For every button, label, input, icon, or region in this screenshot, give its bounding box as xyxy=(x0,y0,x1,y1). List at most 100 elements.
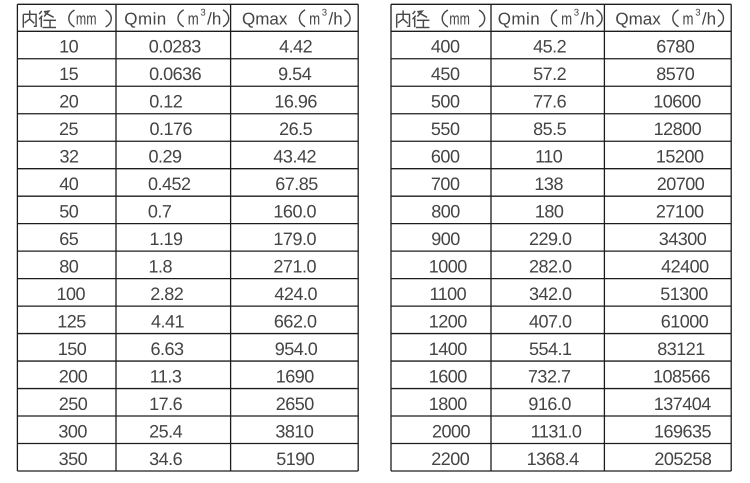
svg-text:15: 15 xyxy=(59,64,79,84)
svg-text:1690: 1690 xyxy=(276,366,315,386)
svg-text:1600: 1600 xyxy=(429,366,468,386)
svg-text:15200: 15200 xyxy=(656,147,704,167)
svg-text:160.0: 160.0 xyxy=(273,201,316,221)
svg-text:271.0: 271.0 xyxy=(273,256,316,276)
svg-text:27100: 27100 xyxy=(656,201,704,221)
svg-text:662.0: 662.0 xyxy=(274,311,317,331)
svg-text:11.3: 11.3 xyxy=(150,366,182,386)
svg-text:9.54: 9.54 xyxy=(278,64,312,84)
svg-text:200: 200 xyxy=(59,366,88,386)
svg-text:80: 80 xyxy=(59,256,79,276)
svg-text:5190: 5190 xyxy=(276,449,315,469)
svg-text:0.29: 0.29 xyxy=(148,147,182,167)
svg-text:500: 500 xyxy=(431,92,460,112)
svg-text:600: 600 xyxy=(431,147,460,167)
svg-text:61000: 61000 xyxy=(661,311,709,331)
svg-text:mm: mm xyxy=(449,10,470,29)
svg-text:916.0: 916.0 xyxy=(528,394,571,414)
svg-text:8570: 8570 xyxy=(656,64,695,84)
svg-text:180: 180 xyxy=(535,201,564,221)
svg-text:3: 3 xyxy=(695,8,700,19)
svg-text:12800: 12800 xyxy=(654,119,702,139)
svg-text:Qmin: Qmin xyxy=(498,10,540,29)
svg-text:17.6: 17.6 xyxy=(149,394,183,414)
svg-text:25: 25 xyxy=(59,119,79,139)
svg-text:40: 40 xyxy=(59,174,79,194)
svg-text:43.42: 43.42 xyxy=(273,147,316,167)
svg-text:3: 3 xyxy=(322,8,327,19)
svg-text:0.12: 0.12 xyxy=(149,92,183,112)
svg-text:205258: 205258 xyxy=(654,449,712,469)
svg-text:1400: 1400 xyxy=(429,339,468,359)
svg-text:954.0: 954.0 xyxy=(275,339,318,359)
svg-text:m: m xyxy=(683,10,694,29)
svg-text:110: 110 xyxy=(535,147,563,167)
svg-text:3: 3 xyxy=(574,8,579,19)
svg-text:550: 550 xyxy=(431,119,460,139)
svg-text:125: 125 xyxy=(57,311,86,331)
svg-text:m: m xyxy=(561,10,572,29)
svg-text:407.0: 407.0 xyxy=(529,311,572,331)
svg-text:169635: 169635 xyxy=(654,421,712,441)
svg-text:2000: 2000 xyxy=(432,421,471,441)
svg-text:424.0: 424.0 xyxy=(274,284,317,304)
svg-text:1100: 1100 xyxy=(429,284,466,304)
svg-text:50: 50 xyxy=(59,201,79,221)
svg-text:Qmin: Qmin xyxy=(124,10,166,29)
svg-text:57.2: 57.2 xyxy=(533,64,567,84)
svg-text:450: 450 xyxy=(431,64,460,84)
svg-text:282.0: 282.0 xyxy=(529,256,572,276)
svg-text:138: 138 xyxy=(534,174,563,194)
svg-text:1200: 1200 xyxy=(429,311,468,331)
svg-text:1368.4: 1368.4 xyxy=(527,449,580,469)
svg-text:34300: 34300 xyxy=(659,229,707,249)
svg-text:137404: 137404 xyxy=(654,394,712,414)
svg-text:2200: 2200 xyxy=(431,449,470,469)
svg-text:229.0: 229.0 xyxy=(529,229,572,249)
svg-text:16.96: 16.96 xyxy=(274,92,317,112)
svg-text:800: 800 xyxy=(431,201,460,221)
svg-text:342.0: 342.0 xyxy=(529,284,572,304)
svg-text:108566: 108566 xyxy=(653,366,711,386)
svg-text:51300: 51300 xyxy=(660,284,708,304)
svg-text:350: 350 xyxy=(59,449,88,469)
svg-text:250: 250 xyxy=(59,394,88,414)
svg-text:25.4: 25.4 xyxy=(149,421,183,441)
svg-text:/h: /h xyxy=(702,10,716,29)
svg-text:3810: 3810 xyxy=(275,421,314,441)
svg-text:1.19: 1.19 xyxy=(149,229,183,249)
svg-text:1131.0: 1131.0 xyxy=(531,421,582,441)
svg-text:2.82: 2.82 xyxy=(150,284,184,304)
svg-text:mm: mm xyxy=(76,10,97,29)
svg-text:0.7: 0.7 xyxy=(148,201,172,221)
svg-text:26.5: 26.5 xyxy=(279,119,313,139)
svg-text:/h: /h xyxy=(329,10,343,29)
svg-text:100: 100 xyxy=(57,284,86,304)
svg-text:1000: 1000 xyxy=(429,256,468,276)
svg-text:1800: 1800 xyxy=(429,394,468,414)
svg-text:83121: 83121 xyxy=(657,339,705,359)
svg-text:42400: 42400 xyxy=(661,256,709,276)
svg-text:1.8: 1.8 xyxy=(149,256,173,276)
svg-text:10: 10 xyxy=(59,37,79,57)
svg-text:2650: 2650 xyxy=(276,394,315,414)
svg-text:300: 300 xyxy=(58,421,87,441)
svg-text:0.176: 0.176 xyxy=(150,119,193,139)
svg-text:732.7: 732.7 xyxy=(528,366,571,386)
svg-text:4.42: 4.42 xyxy=(279,37,313,57)
svg-text:4.41: 4.41 xyxy=(151,311,185,331)
svg-text:6780: 6780 xyxy=(656,37,695,57)
svg-text:554.1: 554.1 xyxy=(529,339,572,359)
svg-text:20700: 20700 xyxy=(657,174,705,194)
svg-text:20: 20 xyxy=(59,92,79,112)
svg-text:/h: /h xyxy=(581,10,595,29)
svg-text:67.85: 67.85 xyxy=(275,174,318,194)
svg-text:m: m xyxy=(188,10,199,29)
svg-text:65: 65 xyxy=(59,229,79,249)
svg-text:900: 900 xyxy=(431,229,460,249)
svg-text:/h: /h xyxy=(207,10,221,29)
svg-text:m: m xyxy=(309,10,320,29)
svg-text:34.6: 34.6 xyxy=(149,449,183,469)
svg-text:Qmax: Qmax xyxy=(615,10,661,29)
svg-text:45.2: 45.2 xyxy=(533,37,567,57)
